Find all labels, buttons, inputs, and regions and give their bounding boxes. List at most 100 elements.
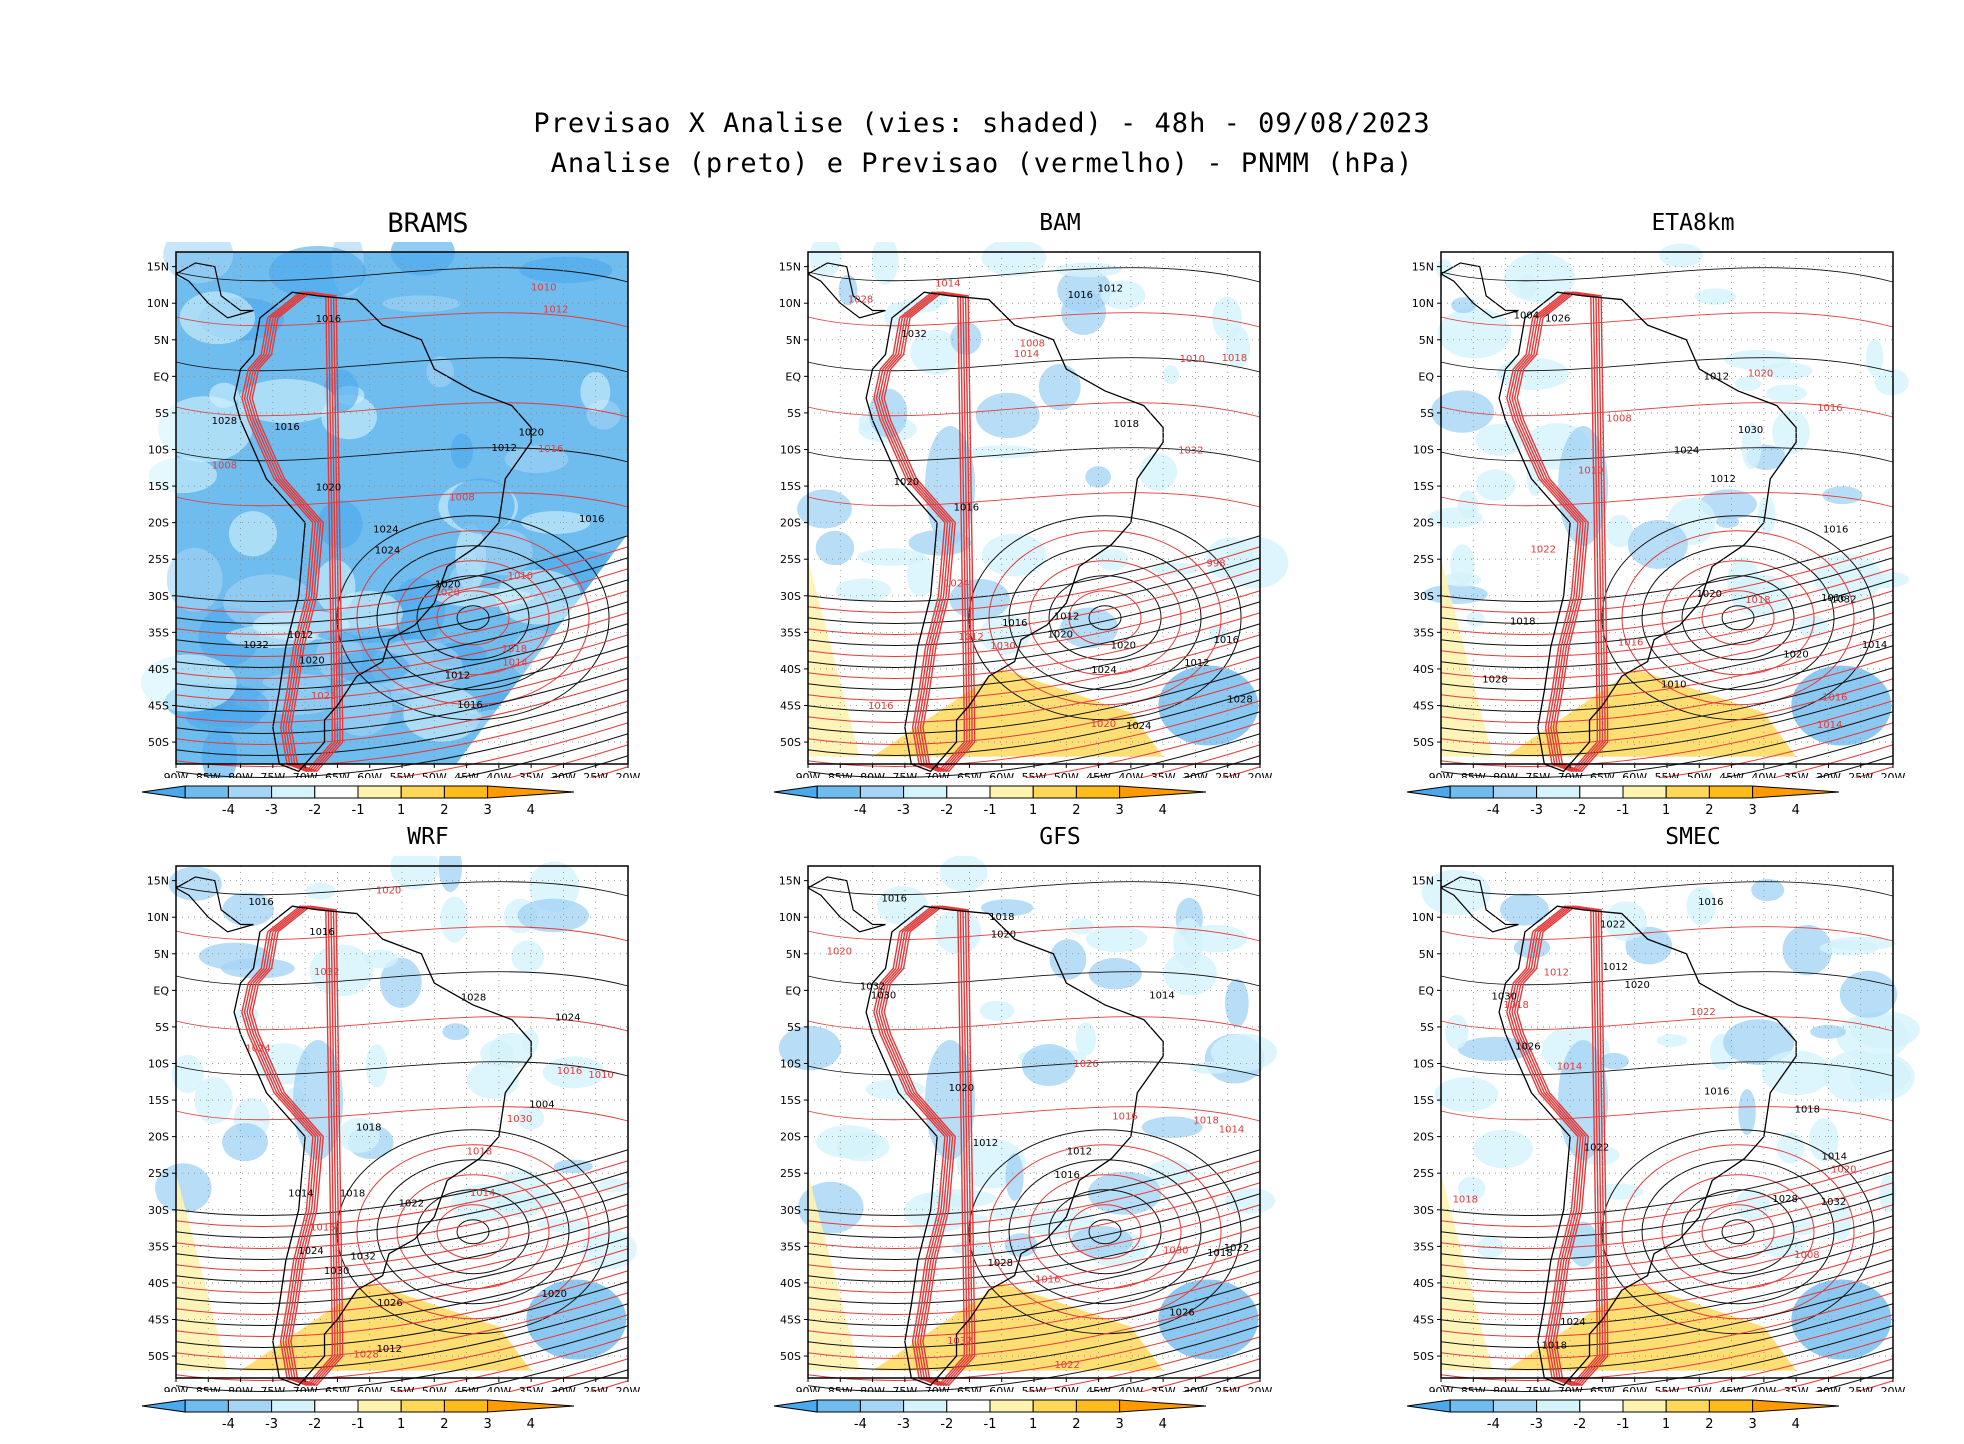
isobar-high [1681,575,1795,661]
isobar-south [455,1347,629,1392]
colorbar-swatch [1032,1399,1077,1413]
bias-blob [1716,515,1740,528]
analysis-contour-label: 1024 [1560,1317,1585,1328]
isobar-high [1661,560,1815,676]
isobar-south [1440,656,1894,723]
colorbar-label: -4 [1487,1417,1500,1432]
axis-labels: 15N 10N 5N EQ 5S 10S 15S 20S 25S 30S 35S 40S 45S 50S 9… [779,875,1273,1392]
isobar-high [1068,1204,1142,1260]
lat-label: 25S [780,1167,801,1180]
forecast-contour-label: 1008 [1020,339,1045,350]
lon-label: 40W [486,771,511,778]
isobar-andes [1513,291,1606,773]
isobar-south [1440,1204,1894,1271]
analysis-contour-label: 1012 [973,1138,998,1149]
colorbar-label: -1 [1617,803,1630,818]
colorbar-swatch [227,1399,273,1413]
isobar-andes [873,905,965,1387]
analysis-contour-label: 1012 [1054,612,1079,623]
lat-label: 10N [779,297,801,310]
isobar-north [175,447,629,463]
lon-label: 25W [1215,1385,1240,1392]
isobar-south [175,711,629,778]
positive-bias-area [872,1282,1164,1371]
lon-label: 80W [1493,771,1518,778]
lon-label: 45W [454,1385,479,1392]
lon-label: 45W [1086,1385,1111,1392]
lat-label: 5N [1419,948,1434,961]
isobar-south [807,1226,1261,1293]
isobar-south [807,535,1261,602]
positive-bias-area [1505,668,1797,757]
isobar-south [807,656,1261,723]
colorbar: -4 -3 -2 -1 1 2 3 4 [141,1399,575,1432]
isobar-south [175,1204,629,1271]
lon-label: 20W [1881,771,1906,778]
positive-bias-area [1505,1282,1797,1371]
lon-label: 90W [1429,771,1454,778]
isobar-south [1440,623,1894,690]
analysis-contour-label: 1022 [399,1198,424,1209]
lat-label: 40S [148,663,169,676]
analysis-contour-label: 1016 [1823,524,1848,535]
isobar-south [1137,1358,1261,1392]
analysis-contour-label: 1012 [445,670,470,681]
isobar-south [1181,755,1261,778]
isobar-andes [1506,905,1598,1387]
colorbar-label: -3 [1530,803,1543,818]
isobar-south [175,1237,629,1304]
analysis-contour-label: 1032 [860,982,885,993]
isobar-andes [875,905,968,1387]
colorbar-label: 4 [1792,803,1800,818]
colorbar-swatch [1665,1399,1710,1413]
lon-label: 30W [1816,1385,1841,1392]
colorbar-label: 3 [1748,1417,1756,1432]
bias-blob [1694,288,1737,305]
isobar-south [391,722,629,778]
colorbar-swatch [314,1399,359,1413]
colorbar-label: -4 [222,1417,235,1432]
isobar-south [1440,590,1894,657]
colorbar-label: -1 [1617,1417,1630,1432]
isobar-south [505,1358,629,1392]
colorbar-swatch [357,1399,402,1413]
panel-bam: BAM 1012 1016 1012 1016 1020 1018 1024 1028 1032… [760,210,1360,818]
bias-blob [1606,514,1633,548]
bias-blob [876,886,928,925]
bias-blob [1500,893,1549,926]
forecast-contour-label: 1016 [557,1066,582,1077]
isobar-south [807,1149,1261,1216]
isobar-south [1440,667,1894,734]
isobar-andes [1516,905,1609,1387]
isobar-north [807,1106,1261,1122]
lat-label: 40S [148,1277,169,1290]
bias-blob [967,445,1040,459]
lon-label: 65W [325,1385,350,1392]
isobar-south [807,667,1261,734]
isobar-south [175,590,629,657]
map-plot: 1018 1012 1016 1014 1012 1020 1024 1030 1032 1028… [1412,243,1909,778]
bias-blob [179,291,256,345]
colorbar-label: 2 [1705,1417,1713,1432]
forecast-contour-label: 1030 [507,1114,532,1125]
isobar-south [1814,755,1894,778]
lat-label: 10N [779,911,801,924]
lon-label: 20W [1881,1385,1906,1392]
isobar-north [175,357,629,373]
isobar-north [1440,357,1894,373]
lon-label: 50W [1687,771,1712,778]
isobar-south [807,1215,1261,1282]
forecast-contour-label: 1008 [1606,414,1631,425]
lat-label: 20S [1413,1131,1434,1144]
bias-blob [363,949,398,969]
analysis-contour-label: 1016 [954,502,979,513]
lon-label: 60W [989,1385,1014,1392]
lon-label: 20W [616,771,641,778]
isobar-south [1440,689,1894,756]
isobar-south [505,744,629,778]
isobar-south [1023,1336,1261,1392]
isobar-north [175,1016,629,1032]
isobar-south [175,1248,629,1315]
lat-label: 50S [780,1350,801,1363]
lon-label: 20W [616,1385,641,1392]
